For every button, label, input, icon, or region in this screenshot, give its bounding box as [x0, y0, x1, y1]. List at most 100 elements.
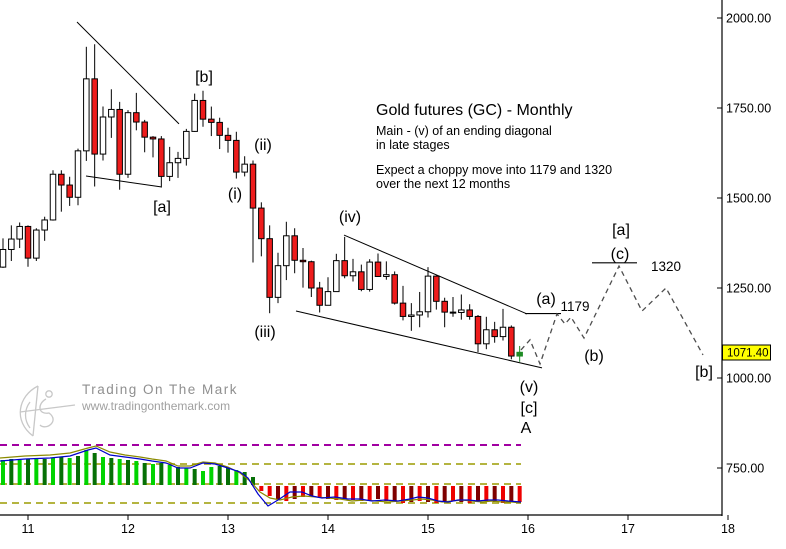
- y-tick-label: 2000.00: [726, 12, 771, 26]
- candle-body: [8, 238, 15, 250]
- blue-line: [0, 447, 522, 507]
- indicator-bar: [234, 470, 239, 485]
- candle-body: [124, 112, 132, 175]
- candle-body: [308, 261, 315, 289]
- indicator-bar: [251, 477, 255, 485]
- indicator-bar: [492, 486, 497, 502]
- indicator-bar: [467, 486, 472, 503]
- indicator-bar: [17, 460, 22, 485]
- candle-body: [224, 134, 232, 141]
- candle-body: [399, 302, 407, 317]
- indicator-bar: [109, 458, 114, 485]
- indicator-bars: [1, 450, 522, 503]
- indicator-bar: [226, 468, 230, 485]
- indicator-bar: [276, 486, 280, 499]
- trendline: [295, 310, 543, 369]
- wave-label: 1320: [651, 259, 681, 274]
- indicator-bar: [517, 486, 522, 502]
- current-price-value: 1071.40: [727, 348, 769, 360]
- projection-path: [520, 264, 704, 366]
- wave-label: (i): [228, 186, 242, 203]
- wave-label: (b): [584, 348, 604, 365]
- candle-body: [266, 238, 273, 298]
- chart-note-2: over the next 12 months: [376, 177, 511, 191]
- indicator-bar: [409, 486, 414, 502]
- candlestick-layer: [0, 44, 523, 362]
- indicator-bar: [459, 486, 464, 502]
- indicator-bar: [326, 486, 330, 499]
- indicator-bar: [1, 460, 5, 485]
- candle-body: [408, 314, 415, 317]
- indicator-bar: [417, 486, 422, 501]
- wave-label: 1179: [560, 299, 589, 314]
- indicator-bar: [209, 467, 214, 485]
- indicator-bar: [126, 460, 130, 485]
- indicator-bar: [384, 486, 389, 501]
- indicator-bar: [476, 486, 480, 502]
- wave-label: (iii): [254, 324, 275, 341]
- indicator-bar: [92, 453, 97, 485]
- indicator-bar: [309, 486, 314, 496]
- trendline: [343, 234, 528, 315]
- candle-body: [283, 235, 290, 267]
- candle-body: [491, 329, 498, 338]
- candle-body: [174, 157, 182, 164]
- chart-subtitle-1: Main - (v) of an ending diagonal: [376, 124, 552, 138]
- x-tick-label: 11: [22, 522, 35, 536]
- indicator-bar: [334, 486, 339, 500]
- candle-body: [191, 99, 198, 132]
- candle-body: [133, 112, 140, 123]
- wave-label: [c]: [521, 400, 538, 417]
- candle-body: [374, 261, 382, 277]
- candle-body: [16, 225, 23, 240]
- y-tick-label: 1250.00: [726, 282, 771, 296]
- candle-body: [66, 184, 73, 198]
- candle-body: [299, 259, 307, 263]
- y-tick-label: 1750.00: [726, 102, 771, 116]
- current-price-tag: 1071.40: [722, 344, 771, 361]
- candle-body: [424, 275, 432, 313]
- indicator-bar: [434, 486, 439, 503]
- candle-body: [91, 78, 98, 155]
- indicator-bar: [342, 486, 347, 499]
- chart-title: Gold futures (GC) - Monthly: [376, 102, 573, 119]
- indicator-bar: [242, 472, 247, 485]
- indicator-bar: [134, 461, 139, 485]
- candle-body: [41, 219, 48, 231]
- candle-body: [166, 162, 173, 177]
- wave-label: (iv): [339, 209, 361, 226]
- candle-body: [458, 309, 465, 313]
- candle-body: [58, 173, 65, 186]
- trendlines: [76, 21, 637, 369]
- candle-body: [466, 309, 473, 317]
- candle-body: [199, 99, 207, 120]
- candle-body: [449, 311, 457, 314]
- candle-body: [108, 108, 115, 118]
- candle-body: [341, 260, 348, 277]
- indicator-bar: [484, 486, 489, 501]
- wave-label: [a]: [153, 199, 171, 216]
- indicator-bar: [151, 464, 155, 485]
- indicator-bar: [84, 450, 89, 485]
- indicator-bar: [351, 486, 355, 500]
- indicator-bar: [359, 486, 364, 501]
- indicator-bar: [42, 459, 47, 485]
- trendline: [76, 21, 180, 125]
- wave-label: (a): [536, 291, 556, 308]
- candle-body: [499, 326, 507, 338]
- indicator-bar: [501, 486, 505, 503]
- candle-body: [291, 235, 298, 261]
- indicator-bar: [451, 486, 455, 501]
- candle-body: [241, 163, 248, 173]
- x-tick-label: 15: [421, 522, 435, 536]
- watermark-url: www.tradingonthemark.com: [82, 399, 231, 413]
- candle-body: [183, 130, 190, 159]
- indicator-bar: [26, 459, 30, 485]
- indicator-bar: [426, 486, 430, 502]
- indicator-bar: [101, 457, 105, 485]
- candle-body: [149, 136, 157, 140]
- indicator-bar: [167, 465, 172, 485]
- indicator-bar: [376, 486, 380, 499]
- candle-body: [316, 287, 323, 306]
- candle-body: [216, 121, 223, 136]
